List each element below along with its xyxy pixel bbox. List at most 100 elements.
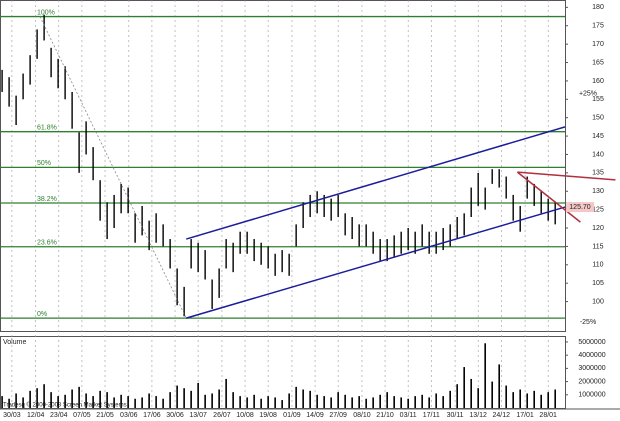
volume-bar [407,398,409,408]
y-tick-label: 110 [592,262,603,269]
volume-bar [477,388,479,408]
trendline [517,171,616,181]
volume-bar [120,394,122,408]
volume-bar [57,396,59,408]
volume-bar [8,398,10,408]
volume-bar [449,390,451,408]
volume-tick-label: 3000000 [578,365,605,372]
x-tick-label: 21/05 [96,412,114,419]
y-tick-label: 125 [592,206,604,213]
volume-bar [239,396,241,408]
volume-bar [309,390,311,408]
volume-bar [400,397,402,408]
fib-label: 61.8% [37,125,57,132]
volume-bar [554,389,556,408]
x-tick-label: 17/11 [423,412,440,419]
annotation: +25% [579,90,597,97]
volume-bar [141,397,143,408]
volume-bar [50,392,52,408]
y-tick-label: 180 [592,4,604,11]
x-tick-label: 12/04 [27,412,45,419]
last-price-box [566,202,594,213]
x-tick-label: 17/01 [516,412,534,419]
volume-tick-label: 2000000 [578,378,605,385]
volume-bar [386,392,388,408]
volume-bar [330,397,332,408]
x-tick-label: 17/06 [143,412,161,419]
y-tick-label: 100 [592,298,604,305]
fib-label: 23.6% [37,240,57,247]
x-tick-label: 21/10 [376,412,394,419]
x-tick-label: 13/07 [189,412,207,419]
volume-bar [295,386,297,408]
fib-label: 50% [37,160,51,167]
volume-bar [316,394,318,408]
x-tick-label: 03/11 [400,412,417,419]
y-tick-label: 130 [592,188,604,195]
volume-bar [484,343,486,408]
x-tick-label: 30/06 [166,412,184,419]
x-tick-label: 23/04 [50,412,68,419]
fib-label: 0% [37,311,47,318]
trendline [516,171,581,223]
volume-bar [127,396,129,408]
volume-bar [463,367,465,408]
volume-bar [540,394,542,408]
volume-bar [372,397,374,408]
x-tick-label: 13/12 [469,412,487,419]
volume-bar [169,392,171,408]
fib-label: 100% [37,9,55,16]
volume-bar [162,398,164,408]
volume-bar [288,393,290,408]
volume-bar [547,392,549,408]
volume-label: Volume [3,339,26,346]
volume-bar [232,392,234,408]
volume-bar [253,394,255,408]
volume-bar [533,390,535,408]
x-tick-label: 30/11 [447,412,464,419]
volume-bar [218,389,220,408]
volume-bar [197,382,199,408]
volume-bar [148,393,150,408]
volume-bar [134,398,136,408]
volume-bar [358,396,360,408]
y-tick-label: 175 [592,23,604,30]
volume-bar [267,396,269,408]
volume-bar [36,388,38,408]
volume-bar [15,393,17,408]
volume-bar [414,396,416,408]
y-tick-label: 120 [592,225,604,232]
y-tick-label: 155 [592,96,604,103]
x-tick-label: 07/05 [73,412,91,419]
y-tick-label: 140 [592,151,604,158]
volume-bar [99,390,101,408]
volume-bar [498,364,500,408]
x-tick-label: 30/03 [3,412,21,419]
volume-tick-label: 1000000 [578,392,605,399]
volume-bar [365,398,367,408]
y-tick-label: 160 [592,78,604,85]
annotation: -25% [580,319,596,326]
y-tick-label: 115 [592,243,603,250]
x-tick-label: 19/08 [259,412,277,419]
volume-bar [190,390,192,408]
volume-bar [92,396,94,408]
volume-bar [323,396,325,408]
volume-bar [274,397,276,408]
volume-bar [470,378,472,408]
volume-bar [281,400,283,408]
price-panel [0,0,566,332]
volume-tick-label: 4000000 [578,352,605,359]
y-tick-label: 150 [592,115,604,122]
x-tick-label: 01/09 [283,412,301,419]
volume-bar [183,388,185,408]
x-tick-label: 28/01 [539,412,557,419]
volume-bar [337,392,339,408]
x-tick-label: 03/06 [120,412,138,419]
volume-bar [29,390,31,408]
volume-bar [344,394,346,408]
volume-bar [519,389,521,408]
volume-bar [113,397,115,408]
